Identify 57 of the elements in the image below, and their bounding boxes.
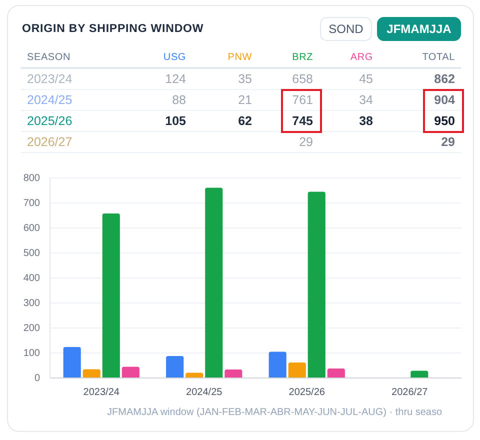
y-tick-label: 400 <box>23 272 40 284</box>
data-label: 904 <box>434 93 455 107</box>
legend-label: ARG <box>350 51 373 65</box>
data-label: 658 <box>292 72 313 86</box>
bar <box>166 356 184 378</box>
x-tick-label: 2025/26 <box>288 386 326 398</box>
data-label: 745 <box>292 114 313 128</box>
data-label: 45 <box>359 72 373 86</box>
data-label: 761 <box>292 93 313 107</box>
legend-label: TOTAL <box>422 51 455 65</box>
x-tick-label: 2024/25 <box>186 386 223 398</box>
x-tick-label: 2026/27 <box>392 386 428 398</box>
y-tick-label: 300 <box>23 298 40 309</box>
category-label: 2026/27 <box>27 135 72 149</box>
data-label: 862 <box>434 72 455 86</box>
data-label: 21 <box>238 93 252 107</box>
data-label: 124 <box>165 72 186 86</box>
bar <box>186 372 204 378</box>
y-tick-label: 600 <box>23 222 40 234</box>
text: SEASON <box>27 51 70 65</box>
category-label: 2025/26 <box>27 114 72 128</box>
bar <box>410 370 428 378</box>
y-tick-label: 100 <box>23 348 40 359</box>
y-tick-label: 0 <box>34 372 40 384</box>
legend-label: BRZ <box>292 51 313 65</box>
bar <box>63 347 81 378</box>
data-label: 35 <box>238 72 252 86</box>
bar <box>224 370 242 378</box>
bar <box>327 368 345 378</box>
y-tick-label: 200 <box>23 322 40 334</box>
text: JFMAMJJA <box>377 17 461 41</box>
bar <box>82 369 100 378</box>
data-label: 62 <box>238 114 252 128</box>
data-label: 29 <box>441 135 455 149</box>
y-tick-label: 700 <box>23 198 40 209</box>
data-label: 29 <box>299 135 313 149</box>
bar <box>288 362 306 378</box>
y-tick-label: 500 <box>23 248 40 259</box>
data-label: 34 <box>359 93 373 107</box>
text: ORIGIN BY SHIPPING WINDOW <box>22 22 204 36</box>
data-label: 950 <box>434 114 455 128</box>
legend-label: PNW <box>228 51 252 65</box>
category-label: 2023/24 <box>27 72 72 86</box>
text: SOND <box>320 17 372 41</box>
bar <box>308 192 326 378</box>
bar <box>268 352 286 378</box>
text: JFMAMJJA window (JAN-FEB-MAR-ABR-MAY-JUN-JUL-AUG) · thru seaso <box>107 406 442 420</box>
category-label: 2024/25 <box>27 93 72 107</box>
data-label: 88 <box>172 93 186 107</box>
data-label: 105 <box>165 114 186 128</box>
y-tick-label: 800 <box>23 172 40 184</box>
bar <box>122 366 140 378</box>
bar <box>102 214 120 378</box>
data-label: 38 <box>359 114 373 128</box>
bar <box>205 188 223 378</box>
x-tick-label: 2023/24 <box>83 386 120 398</box>
legend-label: USG <box>163 51 186 65</box>
